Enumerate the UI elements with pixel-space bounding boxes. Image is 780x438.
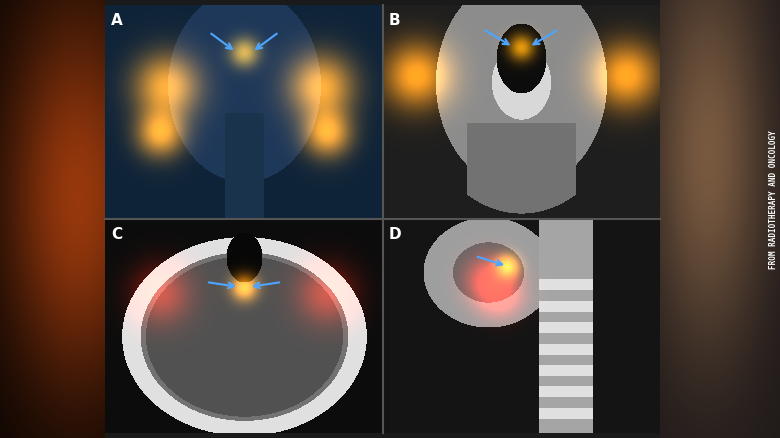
Bar <box>383 5 660 219</box>
Bar <box>105 219 383 433</box>
Text: C: C <box>111 227 122 242</box>
Text: A: A <box>111 13 122 28</box>
Bar <box>383 219 660 433</box>
Text: FROM RADIOTHERAPY AND ONCOLOGY: FROM RADIOTHERAPY AND ONCOLOGY <box>768 131 778 269</box>
Text: B: B <box>389 13 401 28</box>
Bar <box>105 5 383 219</box>
Text: D: D <box>389 227 402 242</box>
